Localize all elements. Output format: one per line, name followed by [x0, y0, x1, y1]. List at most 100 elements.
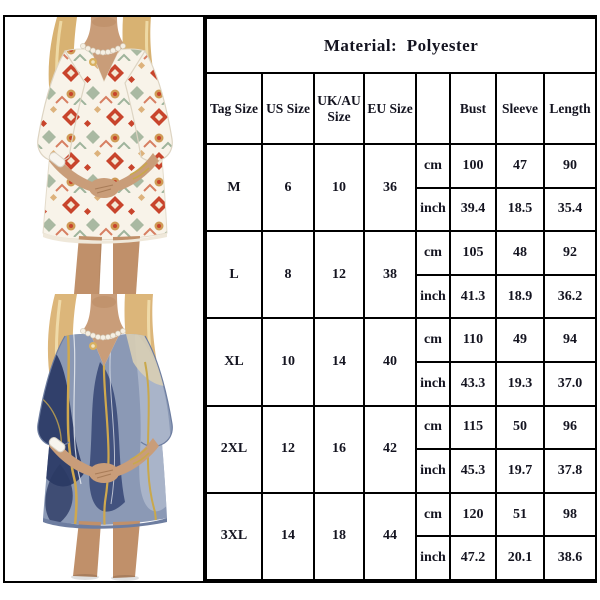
cell-eu-size: 38	[363, 230, 417, 320]
white-bracelet	[48, 437, 66, 453]
cell-sleeve-inch: 20.1	[495, 535, 545, 581]
cell-eu-size: 36	[363, 142, 417, 233]
cell-us-size: 12	[261, 404, 315, 494]
cell-uk-au-size: 16	[313, 404, 365, 494]
cell-sleeve-inch: 19.7	[495, 448, 545, 494]
cell-bust-cm: 100	[449, 143, 497, 189]
cell-eu-size: 44	[363, 491, 417, 582]
cell-tag-size: XL	[205, 317, 263, 407]
model-necklace	[80, 328, 126, 350]
cell-bust-inch: 43.3	[449, 360, 497, 407]
cell-tag-size: L	[205, 230, 263, 320]
cell-eu-size: 42	[363, 404, 417, 494]
table-row-2xl-inch: inch 45.3 19.7 37.8	[206, 448, 598, 494]
table-header-row: Tag Size US Size UK/AU Size EU Size Bust…	[205, 72, 598, 145]
photo-column	[5, 17, 205, 581]
cell-length-inch: 35.4	[542, 186, 598, 233]
cell-tag-size: 3XL	[205, 491, 263, 582]
model-neck	[82, 294, 126, 338]
cell-unit-inch: inch	[415, 535, 451, 581]
cell-sleeve-cm: 48	[495, 230, 545, 276]
cell-sleeve-cm: 51	[495, 491, 545, 538]
cell-unit-cm: cm	[415, 491, 451, 538]
cell-tag-size: 2XL	[205, 404, 263, 494]
cell-unit-cm: cm	[415, 317, 451, 363]
cell-tag-size: M	[205, 142, 263, 233]
cell-bust-cm: 120	[449, 491, 497, 538]
table-row-m-inch: inch 39.4 18.5 35.4	[206, 186, 598, 233]
cell-bust-inch: 39.4	[449, 186, 497, 233]
col-header-bust: Bust	[449, 72, 497, 145]
table-row-xl-cm: XL 10 14 40 cm 110 49 94	[205, 317, 598, 407]
white-bracelet	[48, 152, 66, 168]
cell-length-inch: 37.8	[542, 448, 598, 494]
cell-uk-au-size: 10	[313, 142, 365, 233]
col-header-uk-au-size: UK/AU Size	[313, 72, 365, 145]
cell-us-size: 10	[261, 317, 315, 407]
cell-length-cm: 90	[542, 143, 598, 189]
cell-length-inch: 37.0	[542, 360, 598, 407]
col-header-sleeve: Sleeve	[495, 72, 545, 145]
cell-bust-inch: 45.3	[449, 448, 497, 494]
cell-eu-size: 40	[363, 317, 417, 407]
cell-sleeve-cm: 47	[495, 143, 545, 189]
content-frame: Material: Polyester Tag Size US Size UK/…	[3, 15, 598, 583]
model-arms-hands	[48, 152, 159, 198]
model-legs	[74, 236, 140, 294]
cell-unit-inch: inch	[415, 273, 451, 320]
cell-bust-inch: 47.2	[449, 535, 497, 581]
col-header-unit	[415, 72, 451, 145]
cell-unit-cm: cm	[415, 143, 451, 189]
product-photo-top	[5, 17, 203, 294]
table-row-xl-inch: inch 43.3 19.3 37.0	[206, 360, 598, 407]
size-chart-table: Material: Polyester Tag Size US Size UK/…	[204, 17, 598, 582]
model-neck	[82, 17, 126, 53]
marble-dress-photo-graphic	[5, 294, 203, 581]
cell-bust-inch: 41.3	[449, 273, 497, 320]
cell-unit-cm: cm	[415, 404, 451, 451]
model-necklace	[80, 43, 126, 66]
cell-length-cm: 94	[542, 317, 598, 363]
cell-unit-inch: inch	[415, 186, 451, 233]
col-header-tag-size: Tag Size	[205, 72, 263, 145]
material-header: Material: Polyester	[204, 17, 598, 74]
cell-length-inch: 38.6	[542, 535, 598, 581]
cell-uk-au-size: 18	[313, 491, 365, 582]
cell-unit-cm: cm	[415, 230, 451, 276]
cell-sleeve-inch: 19.3	[495, 360, 545, 407]
cell-unit-inch: inch	[415, 448, 451, 494]
cell-sleeve-inch: 18.5	[495, 186, 545, 233]
table-row-2xl-cm: 2XL 12 16 42 cm 115 50 96	[205, 404, 598, 494]
cell-unit-inch: inch	[415, 360, 451, 407]
col-header-us-size: US Size	[261, 72, 315, 145]
product-photo-bottom	[5, 294, 203, 581]
dress-hem	[43, 518, 167, 529]
aztec-dress-photo-graphic	[5, 17, 203, 294]
cell-bust-cm: 115	[449, 404, 497, 451]
cell-bust-cm: 105	[449, 230, 497, 276]
cell-sleeve-cm: 49	[495, 317, 545, 363]
table-row-l-inch: inch 41.3 18.9 36.2	[206, 273, 598, 320]
dress-graphic	[37, 48, 173, 241]
cell-length-cm: 98	[542, 491, 598, 538]
cell-length-inch: 36.2	[542, 273, 598, 320]
cell-us-size: 8	[261, 230, 315, 320]
table-row-l-cm: L 8 12 38 cm 105 48 92	[205, 230, 598, 320]
cell-length-cm: 96	[542, 404, 598, 451]
cell-length-cm: 92	[542, 230, 598, 276]
cell-bust-cm: 110	[449, 317, 497, 363]
gold-bangles	[129, 447, 150, 465]
cell-us-size: 14	[261, 491, 315, 582]
cell-sleeve-cm: 50	[495, 404, 545, 451]
model-legs	[71, 521, 140, 581]
cell-uk-au-size: 14	[313, 317, 365, 407]
col-header-eu-size: EU Size	[363, 72, 417, 145]
cell-us-size: 6	[261, 142, 315, 233]
gold-bangles	[129, 162, 150, 180]
dress-hem	[43, 233, 167, 244]
cell-sleeve-inch: 18.9	[495, 273, 545, 320]
table-row-m-cm: M 6 10 36 cm 100 47 90	[205, 142, 598, 233]
table-row-3xl-inch: inch 47.2 20.1 38.6	[206, 535, 598, 581]
model-arms-hands	[48, 437, 159, 483]
